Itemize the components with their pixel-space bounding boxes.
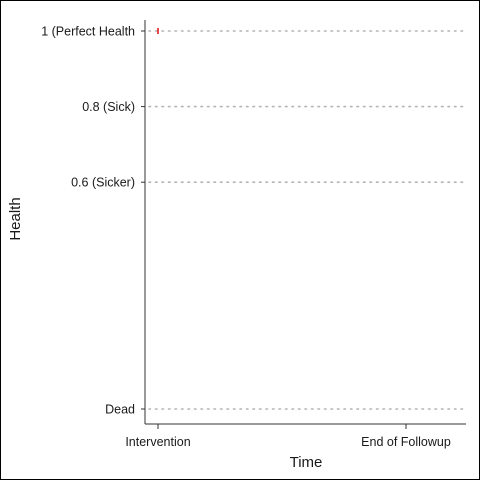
y-tick-label: Dead [105, 403, 135, 417]
x-ticks: Intervention End of Followup [125, 424, 451, 449]
y-tick-label: 0.6 (Sicker) [71, 176, 135, 190]
y-ticks: 1 (Perfect Health 0.8 (Sick) 0.6 (Sicker) D… [41, 25, 145, 417]
y-axis-title: Health [7, 197, 24, 240]
y-tick-label: 1 (Perfect Health [41, 25, 135, 39]
y-tick-label: 0.8 (Sick) [82, 100, 135, 114]
x-tick-label: Intervention [125, 435, 190, 449]
x-axis-title: Time [290, 454, 323, 471]
gridlines [148, 30, 467, 410]
x-tick-label: End of Followup [361, 435, 451, 449]
